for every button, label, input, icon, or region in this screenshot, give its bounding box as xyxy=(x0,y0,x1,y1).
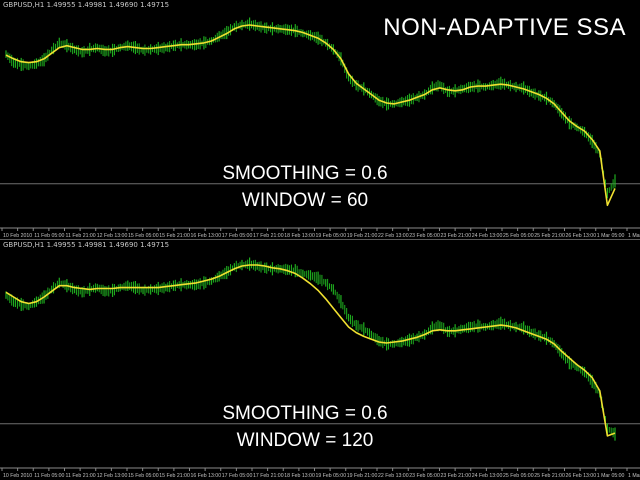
x-tick-label: 25 Feb 21:00 xyxy=(534,473,565,479)
x-tick-label: 23 Feb 05:00 xyxy=(409,233,440,239)
x-tick-label: 25 Feb 05:00 xyxy=(503,233,534,239)
window-label: WINDOW = 60 xyxy=(241,190,369,211)
window-label: WINDOW = 120 xyxy=(236,430,374,451)
x-tick-label: 17 Feb 05:00 xyxy=(222,233,253,239)
x-tick-label: 1 Mar 05:00 xyxy=(597,233,625,239)
x-tick-label: 19 Feb 21:00 xyxy=(347,233,378,239)
x-tick-label: 1 Mar 21:00 xyxy=(628,473,640,479)
x-tick-label: 25 Feb 05:00 xyxy=(503,473,534,479)
x-tick-label: 16 Feb 13:00 xyxy=(191,233,222,239)
x-tick-label: 1 Mar 05:00 xyxy=(597,473,625,479)
x-tick-label: 26 Feb 13:00 xyxy=(566,233,597,239)
x-tick-label: 24 Feb 13:00 xyxy=(472,473,503,479)
x-tick-label: 19 Feb 05:00 xyxy=(316,233,347,239)
x-tick-label: 16 Feb 13:00 xyxy=(191,473,222,479)
x-tick-label: 10 Feb 2010 xyxy=(3,473,32,479)
x-tick-label: 26 Feb 13:00 xyxy=(566,473,597,479)
chart-panel-bottom[interactable]: 10 Feb 2010 11 Feb 05:00 11 Feb 21:00 12 Fe… xyxy=(0,240,640,480)
symbol-info: GBPUSD,H1 1.49955 1.49981 1.49690 1.4971… xyxy=(3,1,170,9)
x-tick-label: 11 Feb 21:00 xyxy=(66,233,96,239)
x-tick-label: 17 Feb 05:00 xyxy=(222,473,253,479)
x-tick-label: 24 Feb 13:00 xyxy=(472,233,503,239)
x-tick-label: 15 Feb 05:00 xyxy=(128,233,159,239)
x-tick-label: 17 Feb 21:00 xyxy=(253,233,284,239)
x-tick-label: 15 Feb 21:00 xyxy=(159,473,190,479)
x-tick-label: 10 Feb 2010 xyxy=(3,233,32,239)
ssa-line xyxy=(5,264,616,437)
x-tick-label: 25 Feb 21:00 xyxy=(534,233,565,239)
overlay-title: NON-ADAPTIVE SSA xyxy=(383,14,626,41)
price-chart-top[interactable]: 10 Feb 2010 11 Feb 05:00 11 Feb 21:00 12 Fe… xyxy=(0,0,640,240)
x-tick-label: 1 Mar 21:00 xyxy=(628,233,640,239)
symbol-info: GBPUSD,H1 1.49955 1.49981 1.49690 1.4971… xyxy=(3,241,170,249)
x-tick-label: 11 Feb 21:00 xyxy=(66,473,96,479)
x-tick-label: 11 Feb 05:00 xyxy=(34,233,64,239)
smoothing-label: SMOOTHING = 0.6 xyxy=(222,163,388,184)
x-tick-label: 22 Feb 13:00 xyxy=(378,473,409,479)
x-tick-label: 19 Feb 21:00 xyxy=(347,473,378,479)
x-tick-label: 23 Feb 21:00 xyxy=(441,473,472,479)
x-tick-label: 15 Feb 05:00 xyxy=(128,473,159,479)
x-tick-label: 22 Feb 13:00 xyxy=(378,233,409,239)
smoothing-label: SMOOTHING = 0.6 xyxy=(222,403,388,424)
x-tick-label: 15 Feb 21:00 xyxy=(159,233,190,239)
x-tick-label: 12 Feb 13:00 xyxy=(97,233,128,239)
x-tick-label: 19 Feb 05:00 xyxy=(316,473,347,479)
x-tick-label: 17 Feb 21:00 xyxy=(253,473,284,479)
ssa-line xyxy=(5,24,616,207)
x-tick-label: 23 Feb 21:00 xyxy=(441,233,472,239)
chart-panel-top[interactable]: 10 Feb 2010 11 Feb 05:00 11 Feb 21:00 12 Fe… xyxy=(0,0,640,240)
price-chart-bottom[interactable]: 10 Feb 2010 11 Feb 05:00 11 Feb 21:00 12 Fe… xyxy=(0,240,640,480)
x-tick-label: 18 Feb 13:00 xyxy=(284,473,315,479)
x-tick-label: 18 Feb 13:00 xyxy=(284,233,315,239)
x-tick-label: 23 Feb 05:00 xyxy=(409,473,440,479)
panel-separator xyxy=(0,239,640,240)
x-tick-label: 12 Feb 13:00 xyxy=(97,473,128,479)
x-tick-label: 11 Feb 05:00 xyxy=(34,473,64,479)
